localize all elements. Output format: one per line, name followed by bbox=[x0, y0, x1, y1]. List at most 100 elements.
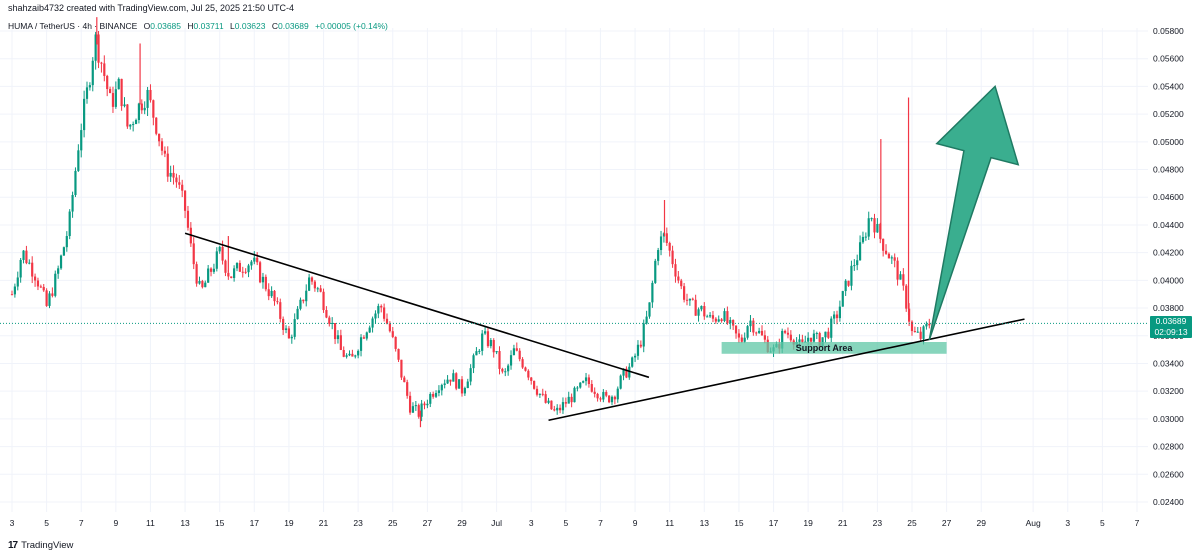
time-tick-label: 21 bbox=[838, 518, 848, 528]
candle-body bbox=[608, 395, 611, 403]
candle-body bbox=[163, 150, 166, 154]
candle-body bbox=[697, 309, 700, 316]
candle-body bbox=[256, 257, 259, 263]
candle-body bbox=[460, 379, 464, 394]
candle-body bbox=[651, 282, 654, 303]
candle-body bbox=[856, 260, 859, 266]
time-axis[interactable]: 3 5 7 9 11 13 15 17 19 21 23 25 27 29 Jul 3 5 7 9 11 13 15 17 1… bbox=[10, 518, 1140, 528]
candle-body bbox=[186, 210, 190, 228]
candle-body bbox=[781, 330, 784, 349]
candle-body bbox=[827, 331, 830, 338]
candle-body bbox=[91, 60, 94, 86]
candle-body bbox=[622, 368, 625, 376]
candle-body bbox=[587, 377, 591, 385]
candle-body bbox=[391, 331, 394, 337]
candle-body bbox=[729, 320, 732, 324]
candle-body bbox=[244, 271, 247, 273]
time-tick-label: Aug bbox=[1026, 518, 1041, 528]
candle-body bbox=[821, 337, 824, 347]
candle-body bbox=[158, 133, 161, 142]
price-tick-label: 0.04600 bbox=[1153, 192, 1184, 202]
candle-body bbox=[657, 250, 660, 261]
candle-body bbox=[13, 286, 16, 295]
candle-body bbox=[57, 268, 60, 274]
candle-body bbox=[316, 288, 319, 290]
candle-body bbox=[103, 63, 106, 76]
candle-body bbox=[408, 395, 412, 413]
candle-body bbox=[400, 359, 403, 378]
candle-body bbox=[913, 331, 916, 333]
open-label: O bbox=[143, 21, 151, 31]
candle-body bbox=[873, 218, 876, 233]
close-label: C bbox=[271, 21, 278, 31]
candle-body bbox=[723, 311, 726, 321]
candle-body bbox=[908, 308, 911, 322]
price-axis[interactable]: 0.05800 0.05600 0.05400 0.05200 0.05000 0.048… bbox=[1153, 26, 1184, 507]
candle-body bbox=[100, 62, 103, 64]
candle-body bbox=[564, 402, 567, 404]
candle-body bbox=[440, 384, 443, 391]
candle-body bbox=[290, 336, 293, 339]
candle-body bbox=[518, 350, 521, 360]
candle-body bbox=[117, 78, 120, 90]
candle-body bbox=[279, 302, 282, 319]
candle-body bbox=[120, 78, 123, 107]
candle-body bbox=[201, 281, 204, 288]
price-tick-label: 0.05800 bbox=[1153, 26, 1184, 36]
candle-body bbox=[357, 350, 360, 356]
candle-body bbox=[824, 331, 827, 338]
candle-body bbox=[584, 377, 588, 382]
candle-body bbox=[533, 380, 536, 389]
candle-body bbox=[77, 150, 80, 171]
close-value: 0.03689 bbox=[278, 21, 309, 31]
candle-body bbox=[570, 396, 573, 403]
candle-body bbox=[884, 250, 888, 254]
candle-body bbox=[544, 394, 547, 403]
descending-trendline[interactable] bbox=[184, 232, 650, 379]
last-price-tag: 0.03689 02:09:13 bbox=[1150, 316, 1192, 338]
candles bbox=[10, 17, 931, 428]
time-tick-label: 25 bbox=[907, 518, 917, 528]
candle-body bbox=[801, 339, 804, 342]
candle-body bbox=[423, 403, 426, 406]
support-area-zone[interactable] bbox=[721, 341, 947, 354]
candle-body bbox=[287, 328, 291, 339]
price-tick-label: 0.05000 bbox=[1153, 137, 1184, 147]
candle-body bbox=[143, 107, 146, 111]
candle-body bbox=[642, 323, 645, 347]
candle-body bbox=[59, 255, 63, 269]
time-tick-label: 7 bbox=[79, 518, 84, 528]
candle-body bbox=[94, 34, 97, 61]
candle-body bbox=[114, 89, 117, 107]
high-label: H bbox=[187, 21, 194, 31]
candle-body bbox=[541, 393, 544, 395]
candle-body bbox=[683, 286, 686, 300]
price-tick-label: 0.04200 bbox=[1153, 248, 1184, 258]
low-value: 0.03623 bbox=[234, 21, 266, 31]
time-tick-label: 5 bbox=[563, 518, 568, 528]
candle-body bbox=[88, 85, 91, 88]
candle-body bbox=[610, 396, 614, 403]
candle-body bbox=[576, 387, 579, 389]
tradingview-logo[interactable]: 17 TradingView bbox=[8, 540, 73, 551]
time-tick-label: 5 bbox=[1100, 518, 1105, 528]
candle-body bbox=[535, 388, 539, 395]
candle-body bbox=[910, 321, 914, 332]
symbol-name[interactable]: HUMA / TetherUS · 4h · BINANCE bbox=[8, 21, 138, 31]
candle-body bbox=[434, 392, 438, 397]
candle-body bbox=[899, 274, 902, 280]
candle-body bbox=[224, 260, 227, 273]
candle-body bbox=[833, 314, 836, 319]
ascending-trendline[interactable] bbox=[548, 318, 1025, 422]
candle-body bbox=[238, 262, 241, 272]
price-tick-label: 0.04400 bbox=[1153, 220, 1184, 230]
candle-body bbox=[388, 323, 391, 332]
candle-body bbox=[573, 387, 576, 403]
bullish-arrow[interactable] bbox=[928, 84, 1020, 341]
price-tick-label: 0.02600 bbox=[1153, 469, 1184, 479]
candle-body bbox=[478, 350, 481, 352]
candle-body bbox=[333, 323, 337, 340]
candle-body bbox=[700, 306, 703, 310]
candle-body bbox=[429, 393, 432, 404]
